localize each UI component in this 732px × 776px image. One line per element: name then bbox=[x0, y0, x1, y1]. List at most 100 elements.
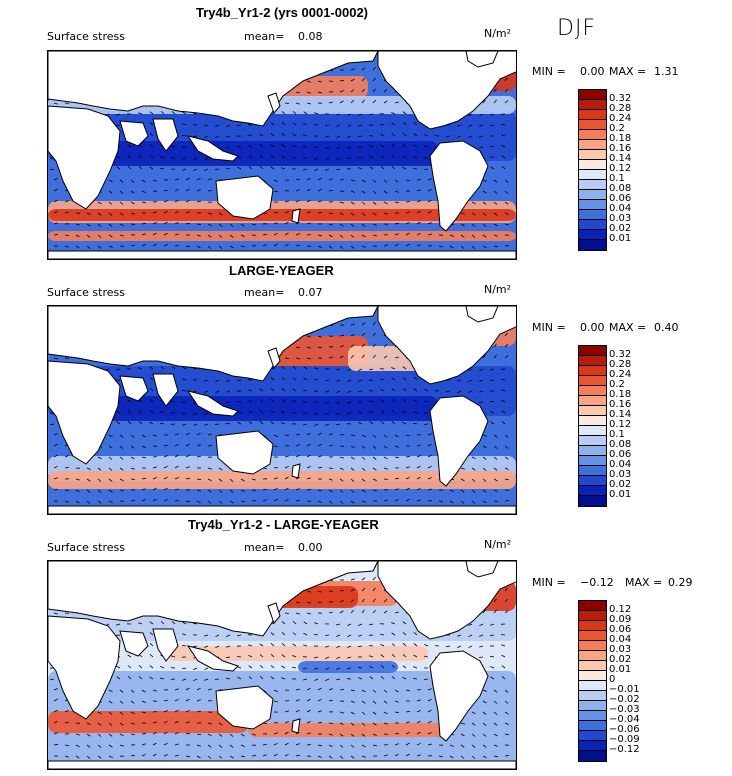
wind-stress-vector bbox=[361, 489, 366, 493]
panel-3-units: N/m² bbox=[484, 538, 512, 551]
land-mass bbox=[215, 685, 274, 730]
wind-stress-vector bbox=[160, 621, 165, 625]
wind-stress-vector bbox=[207, 467, 213, 470]
wind-stress-vector bbox=[482, 711, 487, 715]
wind-stress-vector bbox=[424, 389, 429, 392]
wind-stress-vector bbox=[325, 678, 330, 681]
wind-stress-vector bbox=[185, 709, 190, 713]
colorbar-tick-label: 0.1 bbox=[609, 173, 625, 184]
wind-stress-vector bbox=[273, 477, 278, 480]
wind-stress-vector bbox=[127, 144, 132, 148]
wind-stress-vector bbox=[215, 390, 220, 394]
wind-stress-vector bbox=[413, 666, 418, 669]
wind-stress-vector bbox=[372, 179, 377, 183]
wind-stress-vector bbox=[372, 212, 377, 216]
wind-stress-vector bbox=[372, 689, 377, 693]
wind-stress-vector bbox=[391, 654, 396, 658]
wind-stress-vector bbox=[149, 632, 154, 636]
wind-stress-vector bbox=[270, 643, 275, 647]
wind-stress-vector bbox=[207, 223, 212, 227]
wind-stress-vector bbox=[149, 676, 154, 680]
wind-stress-vector bbox=[262, 499, 267, 502]
wind-stress-vector bbox=[478, 401, 484, 403]
wind-stress-vector bbox=[185, 211, 190, 214]
wind-stress-vector bbox=[490, 655, 495, 658]
wind-stress-vector bbox=[273, 445, 278, 448]
wind-stress-vector bbox=[391, 632, 396, 636]
wind-stress-vector bbox=[141, 201, 146, 204]
panel-3-min-value: −0.12 bbox=[580, 576, 614, 589]
land-mass bbox=[48, 561, 379, 637]
panel-2-min-label: MIN = bbox=[532, 321, 566, 334]
wind-stress-vector bbox=[471, 245, 476, 249]
wind-stress-vector bbox=[350, 179, 355, 182]
wind-stress-vector bbox=[119, 201, 124, 205]
wind-stress-vector bbox=[380, 654, 385, 658]
wind-stress-vector bbox=[119, 733, 124, 737]
wind-stress-vector bbox=[248, 421, 253, 425]
wind-stress-vector bbox=[281, 665, 286, 669]
wind-stress-vector bbox=[391, 112, 396, 115]
colorbar-swatch bbox=[579, 200, 606, 210]
colorbar-tick-label: 0.04 bbox=[609, 634, 632, 645]
wind-stress-vector bbox=[380, 643, 385, 647]
wind-stress-vector bbox=[295, 433, 300, 436]
wind-stress-vector bbox=[482, 212, 487, 216]
wind-stress-vector bbox=[127, 421, 132, 425]
wind-stress-vector bbox=[229, 744, 234, 748]
wind-stress-vector bbox=[306, 601, 311, 604]
panel-2-mean-value: 0.07 bbox=[298, 286, 323, 299]
wind-stress-vector bbox=[372, 434, 377, 438]
colorbar-tick-label: 0.28 bbox=[609, 103, 632, 114]
wind-stress-vector bbox=[471, 711, 476, 715]
wind-stress-vector bbox=[141, 233, 146, 236]
wind-stress-vector bbox=[292, 145, 297, 148]
wind-stress-vector bbox=[270, 144, 275, 148]
wind-stress-vector bbox=[328, 611, 333, 614]
wind-stress-vector bbox=[317, 466, 322, 469]
wind-stress-vector bbox=[416, 476, 421, 480]
wind-stress-vector bbox=[391, 622, 396, 625]
wind-stress-vector bbox=[394, 456, 399, 459]
wind-stress-vector bbox=[336, 379, 341, 382]
colorbar-tick-label: 0.06 bbox=[609, 624, 632, 635]
wind-stress-vector bbox=[383, 499, 389, 502]
wind-stress-vector bbox=[504, 733, 509, 736]
wind-stress-vector bbox=[247, 644, 253, 647]
wind-stress-vector bbox=[479, 645, 484, 648]
wind-stress-vector bbox=[347, 656, 352, 659]
wind-stress-vector bbox=[504, 179, 509, 183]
wind-stress-vector bbox=[108, 755, 113, 758]
wind-stress-vector bbox=[468, 113, 473, 116]
wind-stress-vector bbox=[358, 623, 363, 626]
wind-stress-vector bbox=[185, 188, 190, 192]
colorbar-tick-label: 0.03 bbox=[609, 469, 632, 480]
wind-stress-vector bbox=[306, 744, 312, 746]
wind-stress-vector bbox=[350, 456, 355, 460]
wind-stress-vector bbox=[281, 133, 286, 137]
wind-stress-vector bbox=[284, 476, 289, 480]
wind-stress-vector bbox=[218, 223, 223, 227]
wind-stress-vector bbox=[306, 199, 311, 203]
colorbar-swatch bbox=[579, 691, 606, 701]
wind-stress-vector bbox=[383, 700, 388, 704]
wind-stress-vector bbox=[490, 166, 495, 170]
wind-stress-vector bbox=[493, 88, 497, 93]
wind-stress-vector bbox=[383, 212, 388, 215]
wind-stress-vector bbox=[130, 190, 135, 194]
wind-stress-vector bbox=[295, 709, 300, 713]
wind-stress-vector bbox=[380, 399, 385, 403]
wind-stress-vector bbox=[380, 665, 385, 669]
wind-stress-vector bbox=[383, 456, 388, 460]
wind-stress-vector bbox=[405, 689, 410, 692]
wind-stress-vector bbox=[193, 168, 198, 172]
colorbar-tick-label: −0.01 bbox=[609, 684, 640, 695]
wind-stress-vector bbox=[383, 201, 388, 205]
wind-stress-vector bbox=[405, 711, 411, 713]
wind-stress-vector bbox=[490, 421, 495, 425]
wind-stress-vector bbox=[86, 212, 91, 215]
wind-stress-vector bbox=[361, 88, 365, 93]
wind-stress-vector bbox=[170, 145, 176, 148]
wind-stress-vector bbox=[64, 721, 69, 724]
wind-stress-vector bbox=[237, 124, 242, 127]
